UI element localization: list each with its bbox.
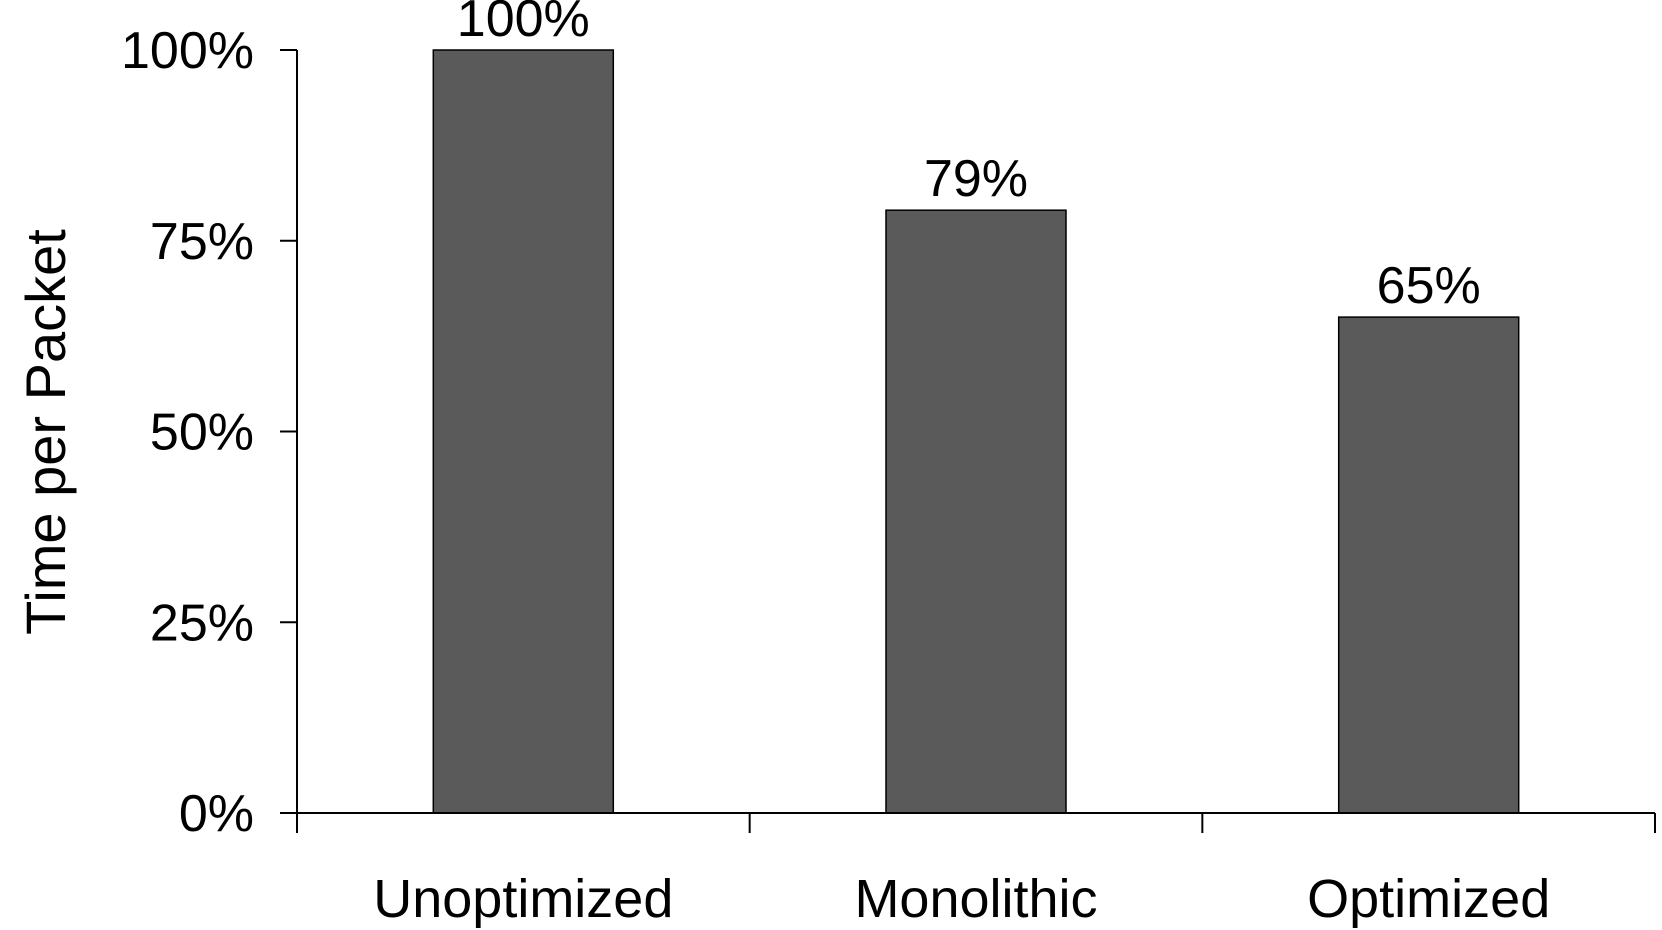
y-axis-title: Time per Packet	[14, 229, 77, 635]
bars-group	[432, 49, 1520, 814]
data-label-unoptimized: 100%	[457, 0, 590, 48]
y-tick-label: 25%	[150, 594, 254, 652]
axes-group	[280, 49, 1656, 833]
category-label-unoptimized: Unoptimized	[373, 869, 673, 929]
y-tick-label: 0%	[179, 785, 254, 843]
y-tick-label: 75%	[150, 213, 254, 271]
data-label-monolithic: 79%	[924, 150, 1028, 208]
bar-unoptimized	[432, 49, 615, 814]
y-axis-title-group: Time per Packet	[14, 229, 77, 635]
category-label-optimized: Optimized	[1307, 869, 1550, 929]
y-tick-label: 100%	[121, 22, 254, 80]
labels-group: 100% Unoptimized 79% Monolithic 65% Optimized…	[121, 0, 1550, 929]
bar-monolithic	[885, 209, 1067, 814]
data-label-optimized: 65%	[1377, 257, 1481, 315]
category-label-monolithic: Monolithic	[854, 869, 1097, 929]
bar-optimized	[1337, 316, 1520, 814]
y-tick-label: 50%	[150, 404, 254, 462]
